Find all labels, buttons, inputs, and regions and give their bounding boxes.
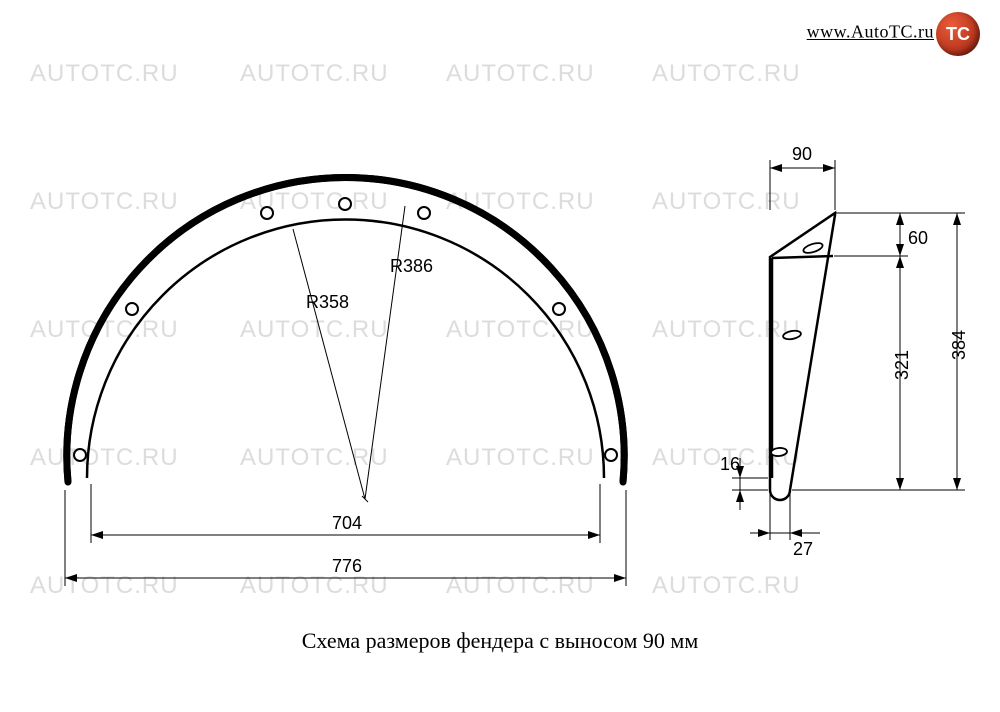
svg-text:60: 60 (908, 228, 928, 248)
caption: Схема размеров фендера с выносом 90 мм (0, 628, 1000, 654)
front-view: R358 R386 704 776 (65, 177, 626, 586)
dim-16: 16 (720, 454, 768, 510)
dim-90: 90 (770, 144, 835, 210)
dim-704: 704 (91, 484, 600, 543)
svg-text:27: 27 (793, 539, 813, 559)
dim-27: 27 (750, 494, 820, 559)
dim-384: 384 (949, 213, 969, 490)
dim-60: 60 (896, 213, 928, 256)
svg-text:321: 321 (892, 350, 912, 380)
label-inner-radius: R358 (306, 292, 349, 312)
technical-drawing: R358 R386 704 776 (0, 0, 1000, 712)
svg-text:776: 776 (332, 556, 362, 576)
dim-321: 321 (892, 256, 912, 490)
dim-776: 776 (65, 490, 626, 586)
side-view: 90 27 16 60 (720, 144, 969, 559)
svg-text:704: 704 (332, 513, 362, 533)
label-outer-radius: R386 (390, 256, 433, 276)
svg-text:90: 90 (792, 144, 812, 164)
svg-text:384: 384 (949, 330, 969, 360)
svg-text:16: 16 (720, 454, 740, 474)
